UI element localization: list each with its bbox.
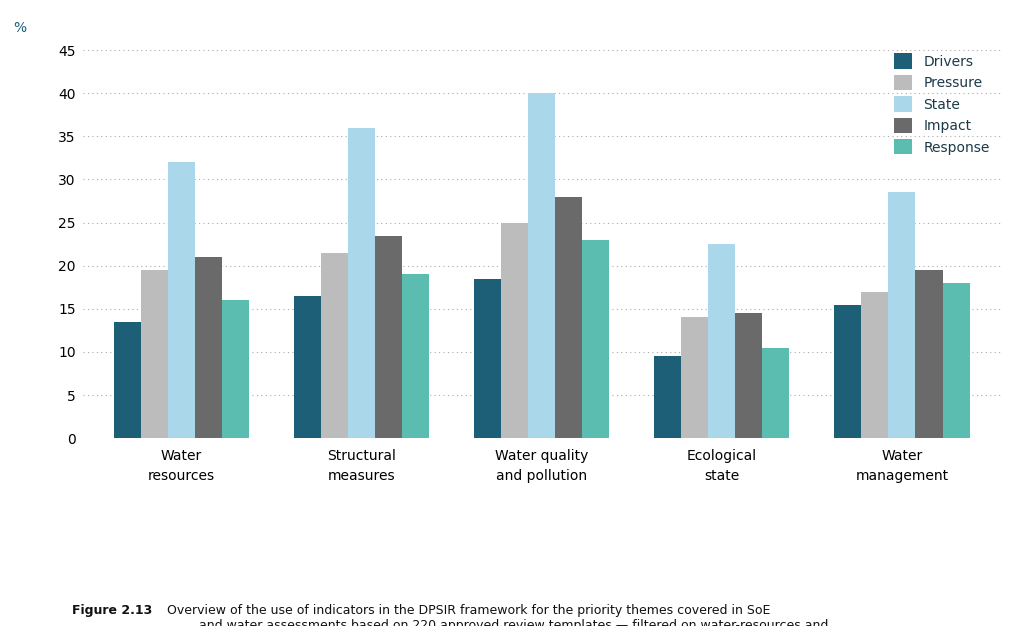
Bar	[222, 300, 249, 438]
Bar	[942, 283, 969, 438]
Bar	[528, 93, 555, 438]
Bar	[915, 270, 942, 438]
Bar	[115, 322, 141, 438]
Bar	[555, 197, 582, 438]
Bar	[736, 313, 763, 438]
Bar	[889, 192, 915, 438]
Bar	[168, 162, 195, 438]
Bar	[294, 296, 321, 438]
Bar	[708, 244, 736, 438]
Bar	[475, 279, 502, 438]
Bar	[763, 347, 789, 438]
Text: %: %	[13, 21, 27, 34]
Bar	[681, 317, 708, 438]
Bar	[348, 128, 376, 438]
Text: Figure 2.13: Figure 2.13	[72, 604, 153, 617]
Bar	[321, 253, 348, 438]
Bar	[195, 257, 222, 438]
Bar	[862, 292, 889, 438]
Bar	[582, 240, 609, 438]
Bar	[402, 274, 429, 438]
Bar	[835, 304, 862, 438]
Bar	[502, 223, 528, 438]
Legend: Drivers, Pressure, State, Impact, Response: Drivers, Pressure, State, Impact, Respon…	[891, 49, 994, 159]
Bar	[376, 235, 402, 438]
Text: Overview of the use of indicators in the DPSIR framework for the priority themes: Overview of the use of indicators in the…	[163, 604, 829, 626]
Bar	[654, 356, 681, 438]
Bar	[141, 270, 168, 438]
